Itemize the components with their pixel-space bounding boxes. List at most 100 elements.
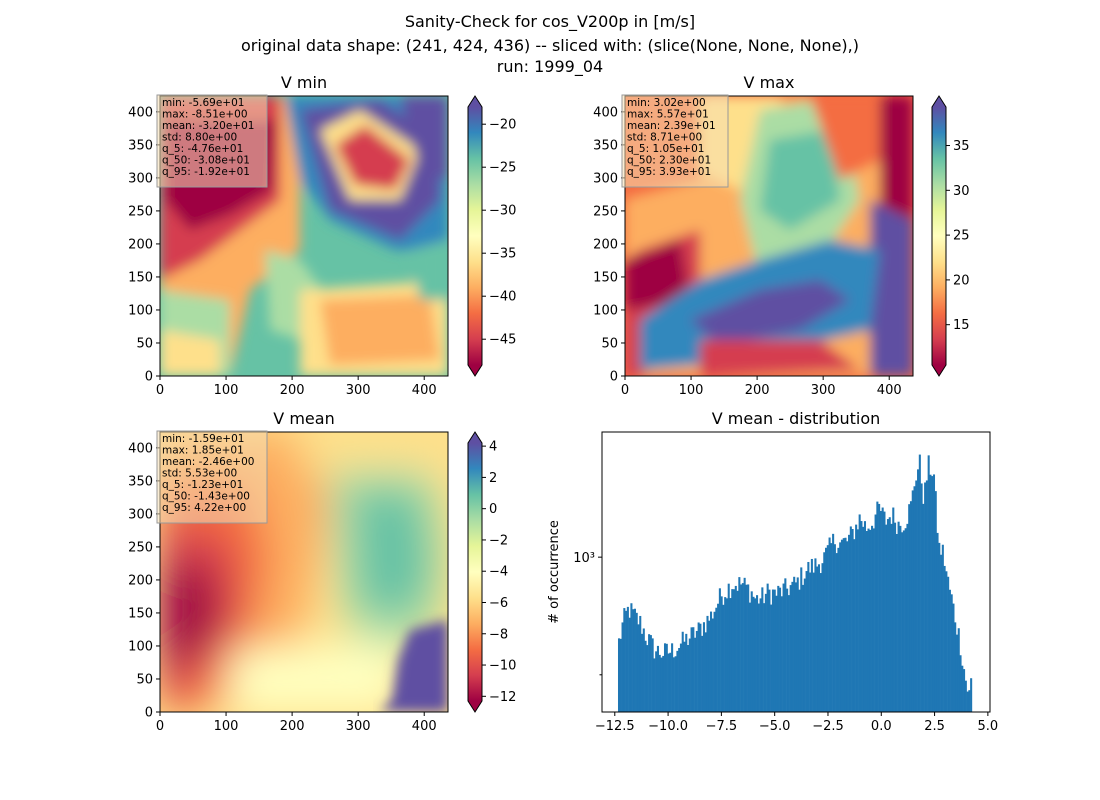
histogram-title: V mean - distribution — [712, 409, 881, 428]
histogram-bar — [667, 653, 670, 712]
vmin-ytick-label: 100 — [128, 303, 153, 318]
histogram-bar — [867, 528, 870, 712]
vmax-colorbar-extend-max — [932, 96, 946, 107]
vmin-colorbar-tick-label: −25 — [489, 161, 516, 176]
histogram-bar — [713, 611, 716, 712]
histogram-bar — [632, 609, 635, 712]
histogram-bar — [938, 542, 941, 712]
histogram-bar — [743, 577, 746, 712]
vmin-stat-line: q_95: -1.92e+01 — [162, 166, 250, 178]
histogram-bar — [871, 525, 874, 712]
histogram-bar — [642, 628, 645, 712]
histogram-bar — [637, 624, 640, 712]
histogram-bar — [906, 523, 909, 712]
vmean-xtick-label: 300 — [346, 719, 371, 734]
histogram-bar — [734, 585, 737, 712]
vmax-xtick-label: 0 — [621, 383, 629, 398]
histogram-bar — [639, 615, 642, 712]
histogram-bar — [671, 643, 674, 712]
vmin-title: V min — [281, 73, 327, 92]
histogram-bar — [656, 645, 659, 712]
vmax-stat-line: max: 5.57e+01 — [627, 109, 709, 121]
histogram-bar — [885, 524, 888, 712]
histogram-bar — [625, 610, 628, 712]
vmean-stat-line: std: 5.53e+00 — [162, 468, 237, 480]
histogram-bar — [957, 628, 960, 712]
histogram-bar — [727, 583, 730, 712]
histogram-bar — [738, 577, 741, 712]
histogram-bar — [796, 577, 799, 712]
histogram-bar — [816, 566, 819, 712]
histogram-bar — [876, 501, 879, 712]
histogram-bar — [909, 501, 913, 712]
histogram-bar — [630, 603, 633, 712]
histogram-bar — [662, 655, 665, 712]
vmin-ytick-label: 400 — [128, 105, 153, 120]
vmax-ytick-label: 200 — [593, 237, 618, 252]
vmin-stat-line: min: -5.69e+01 — [162, 97, 244, 109]
histogram-bar — [747, 584, 750, 712]
histogram-bar — [628, 617, 631, 712]
histogram-bar — [731, 589, 734, 712]
histogram-bar — [692, 627, 695, 712]
vmean-colorbar-tick-label: −12 — [489, 690, 516, 705]
histogram-bar — [931, 476, 934, 712]
histogram-bar — [679, 643, 682, 712]
histogram-bar — [777, 585, 780, 712]
histogram-bar — [851, 529, 854, 712]
histogram-bar — [883, 511, 886, 712]
histogram-bar — [901, 532, 904, 712]
histogram-bar — [651, 638, 654, 712]
histogram-bar — [718, 588, 721, 712]
histogram-bar — [865, 531, 868, 712]
histogram-bar — [842, 538, 845, 712]
histogram-bar — [936, 532, 939, 712]
histogram-bar — [963, 669, 966, 712]
histogram-bar — [940, 554, 943, 712]
histogram-bar — [626, 606, 629, 712]
histogram-bar — [894, 522, 897, 712]
vmean-heatmap-image — [160, 432, 448, 712]
histogram-bar — [763, 603, 766, 712]
vmin-stat-line: max: -8.51e+00 — [162, 109, 248, 121]
histogram-bar — [863, 521, 867, 712]
histogram-bar — [959, 655, 962, 712]
vmax-colorbar-tick-label: 35 — [953, 139, 970, 154]
vmin-xtick-label: 0 — [156, 383, 164, 398]
histogram-bar — [832, 533, 835, 712]
panel-vmax: V max 0 100 200 300 400050100150200250300350… — [593, 73, 969, 398]
panel-vmean-distribution: V mean - distribution # of occurrence −1… — [547, 409, 998, 734]
histogram-bar — [793, 576, 796, 712]
histogram-bar — [833, 544, 836, 712]
vmean-colorbar-tick-label: 2 — [489, 471, 497, 486]
histogram-bar — [807, 561, 810, 712]
histogram-bar — [826, 545, 829, 712]
vmin-colorbar-tick-label: −45 — [489, 333, 516, 348]
histogram-bar — [786, 588, 789, 712]
histogram-xtick-label: −10.0 — [648, 719, 688, 734]
histogram-bar — [823, 552, 826, 712]
histogram-bar — [794, 582, 797, 712]
histogram-bar — [621, 622, 624, 712]
vmin-ytick-label: 350 — [128, 138, 153, 153]
histogram-bar — [725, 598, 728, 712]
histogram-bar — [917, 469, 920, 712]
histogram-bar — [819, 573, 822, 712]
histogram-bar — [787, 595, 790, 712]
histogram-bar — [757, 603, 760, 712]
histogram-bar — [754, 598, 757, 712]
histogram-bar — [924, 482, 927, 712]
vmax-stat-line: q_95: 3.93e+01 — [627, 166, 711, 178]
vmax-stat-line: min: 3.02e+00 — [627, 97, 706, 109]
histogram-bar — [699, 623, 702, 712]
histogram-bar — [874, 514, 877, 712]
histogram-bar — [881, 507, 884, 712]
vmean-colorbar-tick-label: −10 — [489, 659, 516, 674]
vmean-colorbar: 4 2 0 −2 −4 −6 −8 −10 −12 — [467, 431, 516, 713]
vmean-axes-frame — [159, 431, 449, 713]
histogram-bar — [688, 638, 691, 712]
histogram-bar — [837, 547, 840, 712]
vmax-ytick-label: 400 — [593, 105, 618, 120]
